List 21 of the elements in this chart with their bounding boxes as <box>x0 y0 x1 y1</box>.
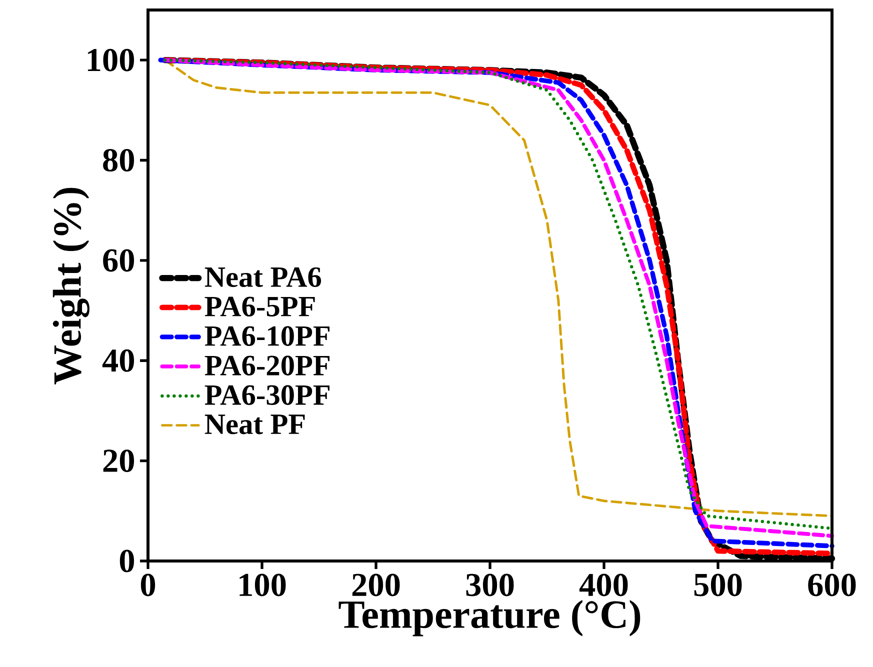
x-tick-label: 600 <box>808 574 856 596</box>
y-tick-label: 60 <box>103 249 134 272</box>
x-tick-label: 300 <box>466 574 514 596</box>
y-tick-label: 20 <box>103 450 134 472</box>
legend-label: Neat PA6 <box>204 267 322 288</box>
x-axis-title: Temperature (°C) <box>338 600 640 636</box>
legend-label: PA6-10PF <box>204 326 330 346</box>
x-tick-label: 0 <box>140 574 156 596</box>
legend-label: PA6-5PF <box>204 296 315 316</box>
y-tick-label: 0 <box>120 550 134 572</box>
x-tick-label: 500 <box>694 574 742 596</box>
legend-label: PA6-30PF <box>204 385 330 405</box>
x-tick-label: 400 <box>579 574 628 596</box>
y-axis-title: Weight (%) <box>52 188 90 384</box>
y-tick-label: 40 <box>102 349 134 372</box>
legend-label: PA6-20PF <box>204 356 330 376</box>
legend-label: Neat PF <box>204 414 305 434</box>
y-tick-label: 100 <box>88 48 134 72</box>
x-tick-label: 200 <box>352 574 400 596</box>
y-tick-label: 80 <box>103 149 134 172</box>
x-tick-label: 100 <box>240 574 286 596</box>
